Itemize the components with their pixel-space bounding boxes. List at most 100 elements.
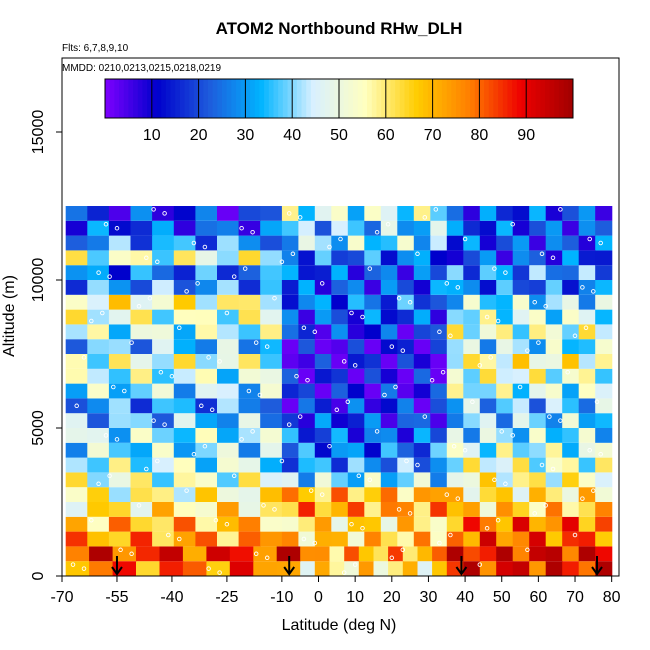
heatmap-cell	[479, 561, 497, 576]
colorbar-segment	[156, 79, 162, 118]
x-tick-label: 40	[456, 589, 474, 606]
heatmap-cell	[446, 472, 464, 488]
heatmap-cell	[463, 265, 481, 280]
heatmap-cell	[238, 294, 261, 310]
y-axis: 0 5000 10000 15000	[30, 110, 62, 580]
heatmap-cell	[281, 428, 299, 443]
heatmap-cell	[281, 294, 299, 310]
heatmap-cell	[281, 250, 299, 266]
colorbar-segment	[250, 79, 256, 118]
colorbar-segment	[245, 79, 251, 118]
colorbar-segment	[385, 79, 391, 118]
heatmap-cell	[238, 339, 261, 354]
sample-point	[536, 340, 541, 345]
heatmap-cell	[87, 324, 110, 340]
colorbar-segment	[198, 79, 204, 118]
heatmap-cell	[380, 398, 398, 414]
heatmap-cell	[430, 428, 448, 443]
sample-point	[70, 562, 76, 567]
heatmap-cell	[65, 398, 88, 414]
heatmap-cell	[173, 516, 196, 532]
heatmap-cell	[65, 428, 88, 443]
heatmap-cell	[217, 472, 240, 488]
sample-point	[301, 536, 307, 542]
heatmap-cell	[347, 442, 365, 458]
heatmap-cell	[496, 324, 514, 340]
sample-point	[448, 532, 453, 538]
heatmap-cell	[260, 339, 283, 354]
colorbar-segment	[273, 79, 279, 118]
heatmap-cell	[595, 561, 613, 576]
colorbar-segment	[348, 79, 354, 118]
heatmap-cell	[578, 457, 596, 473]
heatmap-cell	[173, 339, 196, 354]
heatmap-cell	[430, 472, 448, 488]
heatmap-cell	[130, 324, 153, 340]
heatmap-cell	[512, 487, 530, 502]
heatmap-cell	[173, 428, 196, 443]
heatmap-cell	[195, 265, 218, 280]
sample-point	[484, 525, 490, 531]
heatmap-cell	[364, 398, 382, 414]
heatmap-cell	[152, 235, 175, 251]
heatmap-cell	[314, 457, 332, 473]
heatmap-cell	[512, 206, 530, 221]
heatmap-cell	[347, 531, 365, 547]
heatmap-cell	[108, 502, 132, 517]
heatmap-cell	[430, 265, 448, 280]
heatmap-cell	[413, 250, 431, 266]
heatmap-cell	[331, 413, 349, 428]
heatmap-cell	[463, 413, 481, 428]
heatmap-cell	[430, 280, 448, 295]
heatmap-cell	[380, 516, 398, 532]
heatmap-cell	[463, 442, 481, 458]
sample-point	[242, 266, 248, 271]
heatmap-cell	[238, 324, 261, 340]
latitude-arrow	[455, 556, 468, 576]
colorbar-segment	[390, 79, 396, 118]
heatmap-cell	[173, 413, 196, 428]
heatmap-cell	[388, 561, 404, 576]
heatmap-cell	[217, 220, 240, 236]
sample-point	[129, 340, 134, 345]
heatmap-cell	[479, 280, 497, 295]
heatmap-cell	[108, 220, 132, 236]
heatmap-cell	[89, 561, 114, 576]
heatmap-cell	[173, 294, 196, 310]
heatmap-cell	[173, 368, 196, 384]
heatmap-cell	[463, 546, 481, 562]
heatmap-cell	[512, 472, 530, 488]
heatmap-cell	[314, 250, 332, 266]
heatmap-cell	[545, 442, 563, 458]
colorbar-segment	[446, 79, 452, 118]
colorbar-segment	[507, 79, 513, 118]
heatmap-cell	[229, 561, 254, 576]
heatmap-cell	[195, 531, 218, 547]
heatmap-cell	[529, 235, 547, 251]
heatmap-cell	[108, 339, 132, 354]
heatmap-cell	[578, 472, 596, 488]
heatmap-cell	[136, 561, 161, 576]
heatmap-cell	[331, 294, 349, 310]
heatmap-cell	[298, 250, 316, 266]
heatmap-cell	[217, 280, 240, 295]
heatmap-cell	[347, 516, 365, 532]
heatmap-cell	[562, 487, 580, 502]
heatmap-cell	[195, 428, 218, 443]
heatmap-cell	[217, 265, 240, 280]
heatmap-cell	[562, 220, 580, 236]
heatmap-cell	[108, 516, 132, 532]
heatmap-cell	[298, 280, 316, 295]
sample-point	[114, 437, 120, 442]
heatmap-cell	[446, 250, 464, 266]
heatmap-cell	[578, 368, 596, 384]
heatmap-cell	[562, 398, 580, 414]
heatmap-cell	[260, 235, 283, 251]
heatmap-cell	[562, 354, 580, 369]
heatmap-cell	[281, 220, 299, 236]
sample-point	[327, 244, 332, 250]
heatmap-cell	[173, 235, 196, 251]
heatmap-cell	[595, 398, 613, 414]
heatmap-cell	[545, 339, 563, 354]
colorbar-segment	[549, 79, 555, 118]
